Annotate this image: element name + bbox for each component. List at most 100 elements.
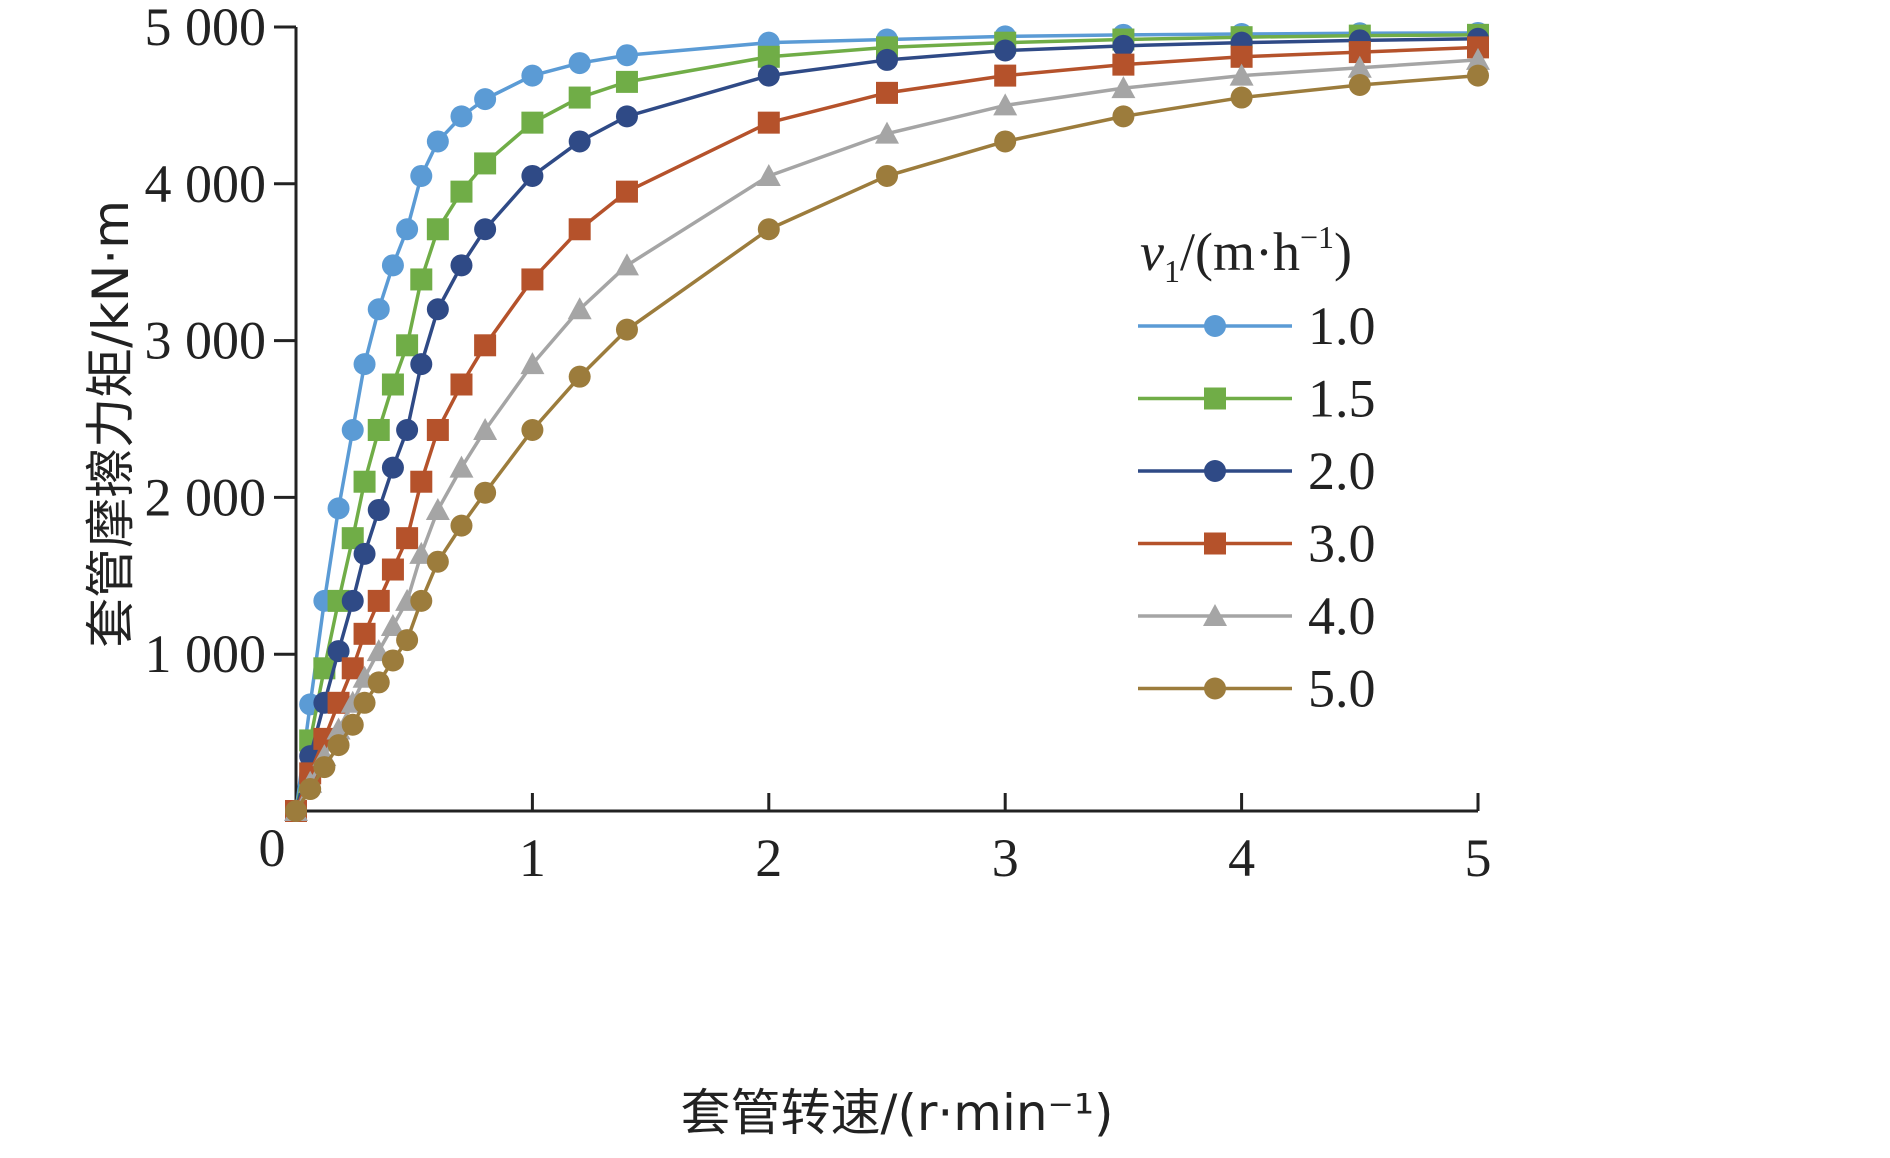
data-point [426, 418, 449, 441]
data-point [327, 640, 350, 663]
legend-label: 2.0 [1308, 441, 1376, 501]
legend-swatch-marker [1203, 604, 1227, 626]
data-point [353, 353, 376, 376]
data-point [327, 497, 350, 520]
plot-area: 1 000 2 000 3 000 4 000 5 000 1 2 3 4 5 [145, 0, 1492, 888]
data-point [426, 218, 449, 241]
data-point [1112, 53, 1135, 76]
data-point [1111, 76, 1136, 99]
x-tick-label: 1 [519, 828, 546, 888]
legend-swatch-marker [1204, 532, 1226, 555]
legend-item: 5.0 [1138, 659, 1376, 719]
data-point [409, 541, 434, 564]
legend: v1/(m·h−1) 1.0 1.5 2.0 3.0 4.0 5.0 [1138, 219, 1376, 719]
data-point [313, 657, 336, 680]
data-point [474, 152, 497, 175]
data-point [341, 657, 364, 680]
data-point [568, 130, 591, 153]
data-point [568, 86, 591, 109]
data-point [473, 417, 498, 440]
legend-swatch-marker [1204, 387, 1226, 410]
data-point [1229, 63, 1254, 86]
data-point [410, 589, 433, 612]
data-point [615, 105, 638, 128]
data-point [614, 253, 639, 276]
y-tick-label: 1 000 [145, 624, 267, 684]
y-tick-label: 4 000 [145, 154, 267, 214]
data-point [285, 800, 307, 822]
x-tick-label: 5 [1465, 828, 1492, 888]
data-point [474, 88, 497, 111]
data-point [1467, 36, 1489, 59]
data-point [410, 470, 433, 493]
legend-title-sup: −1 [1300, 219, 1334, 255]
data-point [757, 45, 780, 68]
legend-item: 2.0 [1138, 441, 1376, 501]
data-point [410, 268, 433, 291]
data-point [396, 218, 419, 241]
data-point [876, 164, 898, 187]
data-point [1467, 64, 1489, 87]
legend-label: 1.0 [1308, 296, 1376, 356]
data-point [993, 93, 1018, 116]
data-point [1466, 47, 1490, 70]
data-point [327, 734, 350, 757]
y-tick-label: 3 000 [145, 311, 267, 371]
data-point [520, 352, 545, 375]
data-point [381, 649, 404, 672]
data-point [450, 105, 473, 128]
data-point [994, 39, 1017, 62]
data-point [756, 163, 781, 186]
data-point [367, 498, 390, 521]
y-axis-ticks: 1 000 2 000 3 000 4 000 5 000 [145, 0, 296, 684]
data-point [568, 52, 591, 75]
data-point [449, 455, 474, 478]
legend-label: 4.0 [1308, 586, 1376, 646]
data-point [615, 70, 638, 93]
data-point [381, 558, 404, 581]
data-point [521, 164, 544, 187]
data-point [1348, 41, 1371, 64]
data-point [299, 778, 322, 801]
data-point [353, 542, 376, 565]
data-point [615, 318, 638, 341]
legend-title-units: /(m·h [1180, 222, 1300, 282]
data-point [381, 373, 404, 396]
data-point [521, 268, 544, 291]
data-point [994, 64, 1017, 87]
data-point [876, 48, 898, 71]
x-axis-title: 套管转速/(r·min⁻¹) [680, 1084, 1113, 1142]
origin-tick-label: 0 [259, 818, 286, 878]
data-point [615, 180, 638, 203]
data-point [521, 418, 544, 441]
data-point [353, 470, 376, 493]
legend-title-close: ) [1334, 222, 1352, 282]
data-point [757, 64, 780, 87]
legend-title: v1/(m·h−1) [1140, 219, 1352, 289]
legend-label: 5.0 [1308, 659, 1376, 719]
legend-label: 3.0 [1308, 514, 1376, 574]
data-point [426, 130, 449, 153]
data-point [353, 622, 376, 645]
y-axis-title: 套管摩擦力矩/kN·m [82, 200, 140, 648]
legend-item: 1.0 [1138, 296, 1376, 356]
x-tick-label: 4 [1228, 828, 1255, 888]
x-tick-label: 3 [992, 828, 1019, 888]
data-point [521, 111, 544, 134]
data-point [367, 298, 390, 321]
data-point [994, 130, 1017, 153]
data-point [396, 527, 419, 550]
data-point [353, 691, 376, 714]
data-point [1347, 55, 1372, 78]
data-point [426, 298, 449, 321]
data-point [450, 254, 473, 277]
data-point [313, 756, 336, 779]
legend-title-sub: 1 [1164, 253, 1180, 289]
legend-swatch-marker [1204, 460, 1226, 482]
data-point [757, 111, 780, 134]
data-point [450, 373, 473, 396]
data-point [367, 671, 390, 694]
series-layer [284, 21, 1490, 822]
data-point [757, 218, 780, 241]
